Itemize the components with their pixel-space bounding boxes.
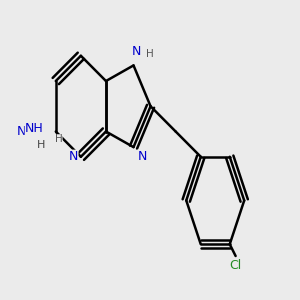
Text: N: N — [132, 45, 141, 58]
Text: H: H — [146, 49, 154, 59]
Text: NH: NH — [25, 122, 44, 135]
Text: H: H — [37, 140, 45, 150]
Text: Cl: Cl — [230, 259, 242, 272]
Text: NH: NH — [16, 125, 35, 138]
Text: N: N — [138, 150, 147, 163]
Text: N: N — [69, 150, 78, 163]
Text: H: H — [55, 134, 62, 145]
